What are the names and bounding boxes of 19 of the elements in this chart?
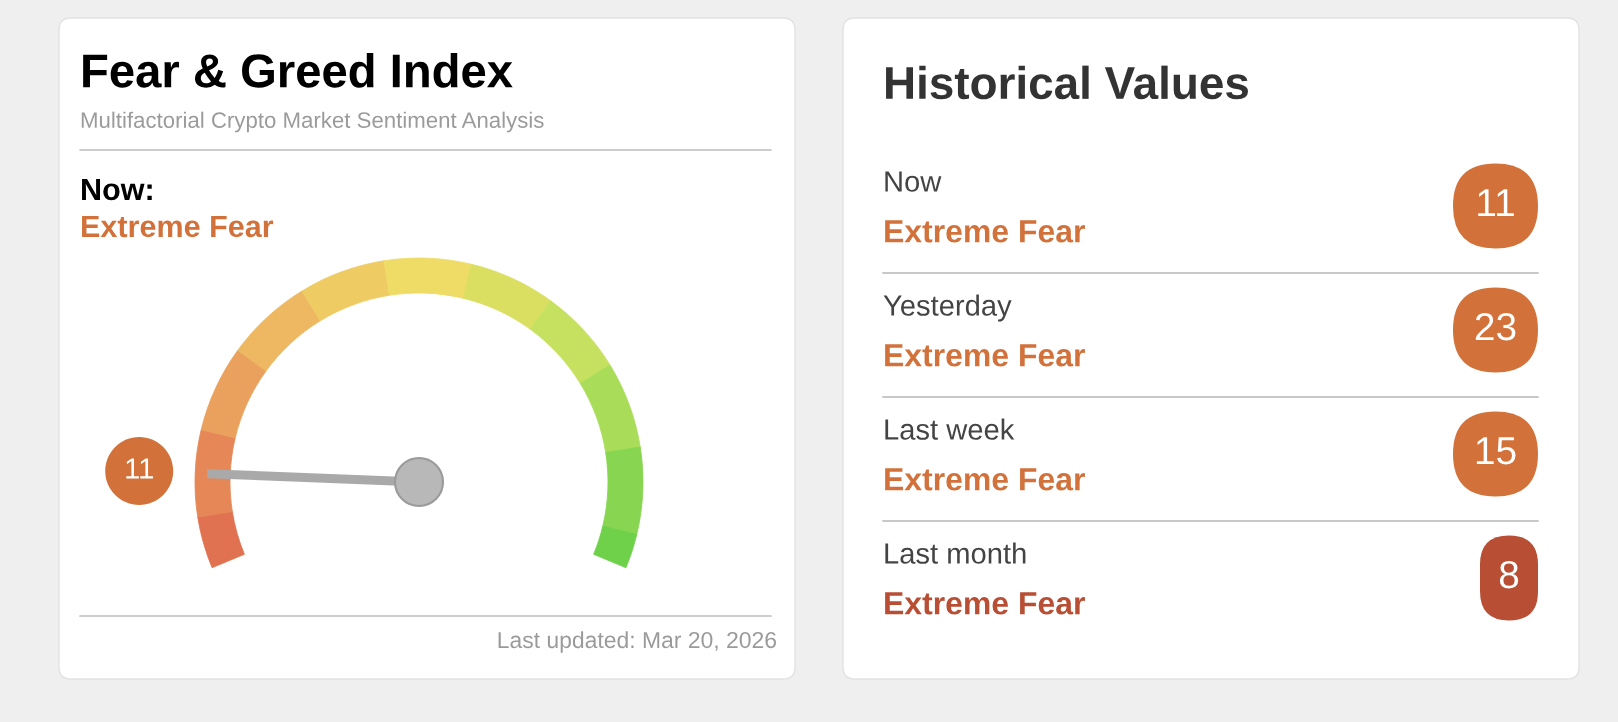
slice-label: 11 [126, 458, 153, 479]
text: Last updated: Mar 20, 2026 [498, 631, 777, 653]
text: Yesterday [883, 294, 1012, 322]
text: Last week [885, 418, 1015, 440]
data-label: 15 [1476, 437, 1516, 465]
data-label: 23 [1475, 312, 1516, 341]
text: Last month [885, 542, 1026, 564]
data-label: 11 [1478, 189, 1514, 217]
chart-subtitle: Multifactorial Crypto Market Sentiment Analysis [81, 111, 544, 133]
text: Extreme Fear [885, 592, 1085, 615]
text: Extreme Fear [82, 215, 274, 238]
text: Extreme Fear [885, 220, 1085, 243]
data-label: 8 [1499, 560, 1519, 589]
text: Extreme Fear [885, 468, 1085, 491]
text: Historical Values [886, 65, 1248, 100]
text: Now: [82, 178, 152, 201]
chart-title: Fear & Greed Index [83, 52, 513, 88]
text: Now [885, 171, 942, 192]
text: Extreme Fear [885, 344, 1085, 367]
